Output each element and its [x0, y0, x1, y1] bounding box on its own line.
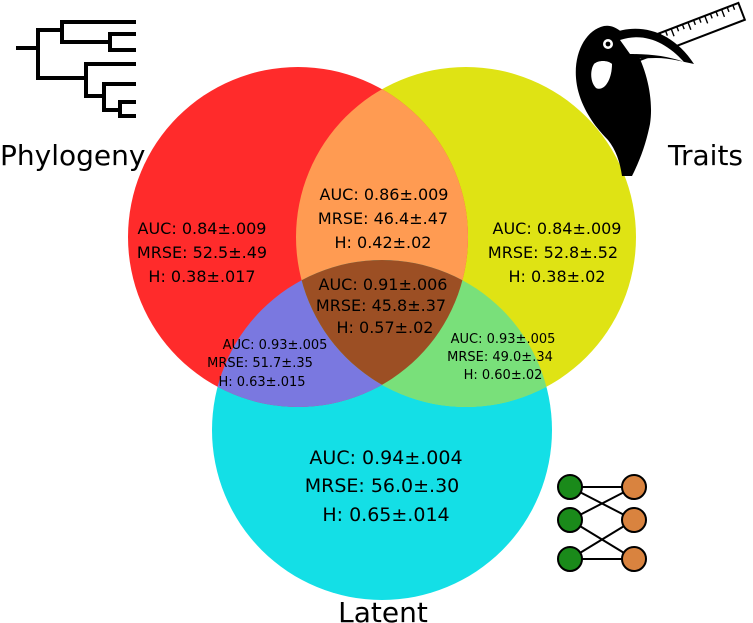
metric-mrse: MRSE: 46.4±.47	[318, 209, 448, 228]
metric-auc: AUC: 0.84±.009	[138, 219, 267, 238]
metric-h: H: 0.38±.02	[509, 267, 606, 286]
metric-auc: AUC: 0.94±.004	[309, 447, 462, 469]
metric-h: H: 0.60±.02	[464, 368, 543, 383]
phylogenetic-tree-icon	[16, 20, 136, 118]
metric-h: H: 0.57±.02	[337, 318, 434, 337]
metric-mrse: MRSE: 56.0±.30	[305, 475, 460, 497]
metric-h: H: 0.38±.017	[148, 267, 255, 286]
metric-h: H: 0.65±.014	[322, 504, 449, 526]
phylogeny-label: Phylogeny	[0, 139, 145, 172]
metric-auc: AUC: 0.93±.005	[451, 332, 556, 347]
metric-auc: AUC: 0.86±.009	[320, 185, 449, 204]
phylogeny-traits-metrics: AUC: 0.86±.009 MRSE: 46.4±.47 H: 0.42±.0…	[318, 185, 449, 252]
bipartite-network-icon	[557, 474, 647, 572]
traits-latent-metrics: AUC: 0.93±.005 MRSE: 49.0±.34 H: 0.60±.0…	[447, 332, 555, 383]
metric-h: H: 0.42±.02	[335, 233, 432, 252]
traits-only-metrics: AUC: 0.84±.009 MRSE: 52.8±.52 H: 0.38±.0…	[488, 219, 622, 286]
toucan-with-ruler-icon	[575, 1, 747, 177]
traits-label: Traits	[667, 139, 743, 172]
metric-mrse: MRSE: 52.5±.49	[137, 243, 267, 262]
phylogeny-latent-metrics: AUC: 0.93±.005 MRSE: 51.7±.35 H: 0.63±.0…	[207, 338, 327, 390]
metric-auc: AUC: 0.84±.009	[493, 219, 622, 238]
all-three-metrics: AUC: 0.91±.006 MRSE: 45.8±.37 H: 0.57±.0…	[316, 275, 448, 337]
latent-only-metrics: AUC: 0.94±.004 MRSE: 56.0±.30 H: 0.65±.0…	[305, 447, 463, 526]
metric-mrse: MRSE: 45.8±.37	[316, 296, 446, 315]
metric-auc: AUC: 0.93±.005	[223, 338, 328, 353]
latent-label: Latent	[338, 596, 428, 623]
metric-mrse: MRSE: 52.8±.52	[488, 243, 618, 262]
metric-h: H: 0.63±.015	[218, 375, 305, 390]
metric-mrse: MRSE: 49.0±.34	[447, 350, 553, 365]
phylogeny-only-metrics: AUC: 0.84±.009 MRSE: 52.5±.49 H: 0.38±.0…	[137, 219, 267, 286]
metric-mrse: MRSE: 51.7±.35	[207, 356, 313, 371]
metric-auc: AUC: 0.91±.006	[319, 275, 448, 294]
